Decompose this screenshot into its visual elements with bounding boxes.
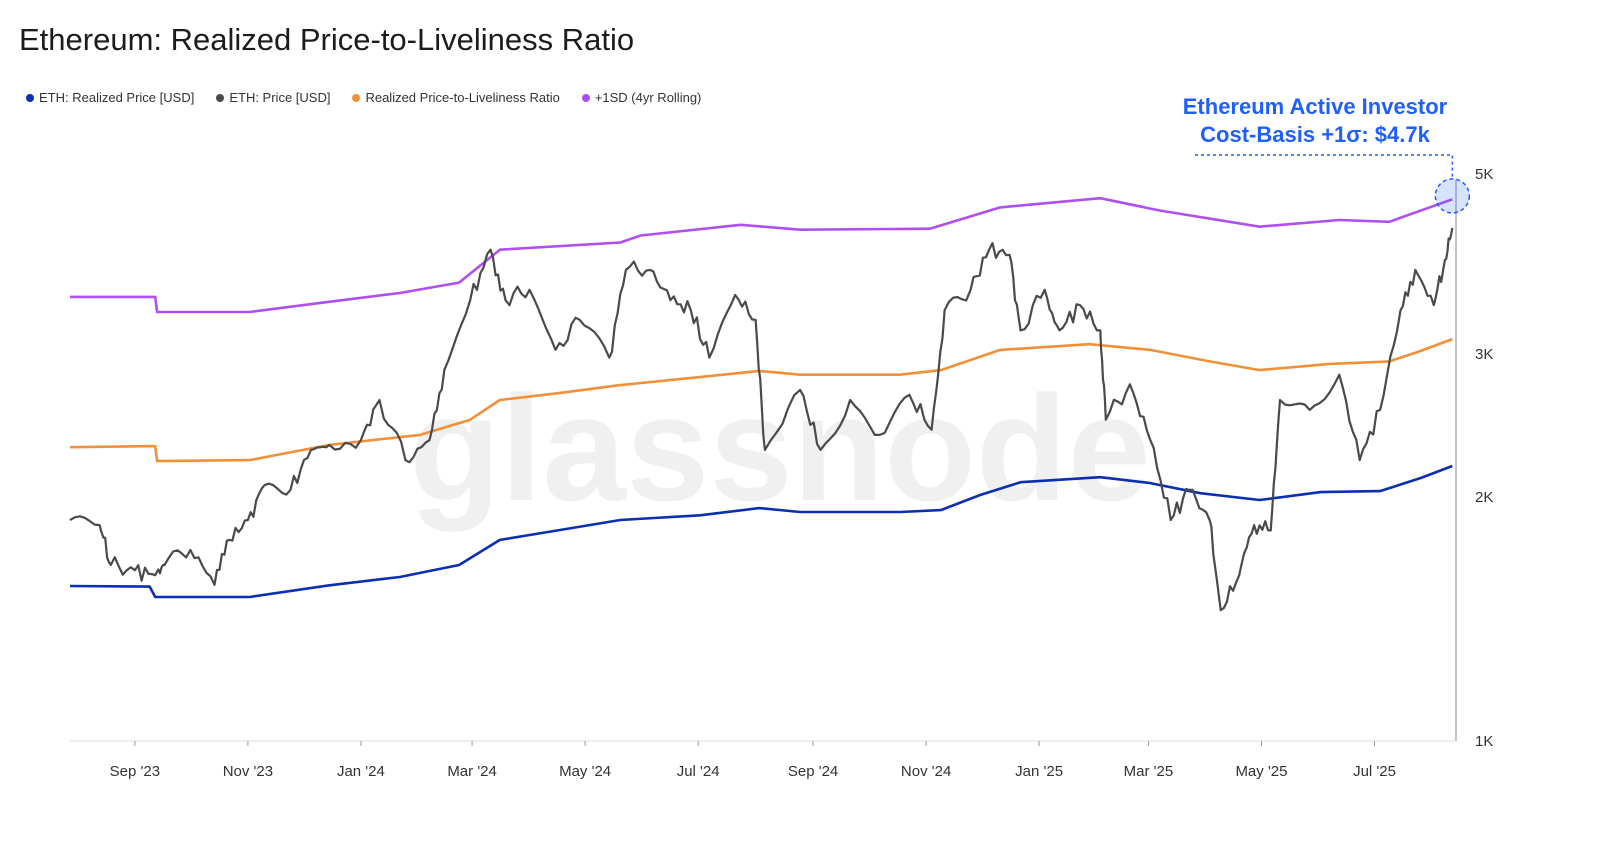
x-tick-label: Jan '25	[1015, 763, 1063, 780]
chart-title: Ethereum: Realized Price-to-Liveliness R…	[19, 22, 635, 57]
series-line-eth-realized-price-usd-	[69, 464, 1453, 599]
y-tick-label: 3K	[1475, 346, 1493, 363]
x-tick-label: Mar '25	[1124, 763, 1174, 780]
legend-dot	[26, 93, 34, 102]
y-tick-label: 1K	[1475, 733, 1493, 750]
legend-dot	[216, 93, 225, 102]
legend-label: Realized Price-to-Liveliness Ratio	[365, 90, 560, 105]
legend-label: ETH: Realized Price [USD]	[39, 90, 195, 105]
x-tick-label: Jan '24	[337, 763, 385, 780]
annotation-leader-line	[1195, 154, 1454, 179]
legend-item-1sd[interactable]: +1SD (4yr Rolling)	[581, 90, 702, 105]
x-tick-label: Jul '25	[1353, 763, 1396, 780]
x-tick-label: Sep '23	[110, 763, 160, 780]
legend-dot	[581, 93, 590, 102]
x-tick-label: Nov '23	[223, 763, 273, 780]
y-tick-label: 5K	[1475, 166, 1493, 183]
legend: ETH: Realized Price [USD] ETH: Price [US…	[26, 90, 701, 105]
x-tick-label: May '25	[1235, 763, 1287, 780]
legend-label: ETH: Price [USD]	[229, 90, 331, 105]
x-tick-label: Sep '24	[788, 763, 838, 780]
watermark: glassnode	[409, 364, 1151, 532]
legend-item-realized-price[interactable]: ETH: Realized Price [USD]	[26, 90, 194, 105]
legend-item-price[interactable]: ETH: Price [USD]	[216, 90, 330, 105]
x-tick-label: May '24	[559, 763, 611, 780]
series-line-eth-price-usd-	[69, 227, 1454, 612]
x-tick-label: Nov '24	[901, 763, 951, 780]
x-tick-label: Mar '24	[447, 763, 497, 780]
x-tick-label: Jul '24	[677, 763, 720, 780]
legend-item-liveliness-ratio[interactable]: Realized Price-to-Liveliness Ratio	[352, 90, 560, 105]
annotation-marker	[1434, 178, 1471, 214]
legend-label: +1SD (4yr Rolling)	[594, 90, 702, 105]
legend-dot	[352, 93, 361, 102]
annotation-line2: Cost-Basis +1σ: $4.7k	[1200, 122, 1430, 147]
y-tick-label: 2K	[1475, 489, 1493, 506]
annotation-line1: Ethereum Active Investor	[1182, 94, 1448, 119]
annotation-callout: Ethereum Active Investor Cost-Basis +1σ:…	[1170, 93, 1460, 149]
series-line--1sd-4yr-rolling-	[70, 196, 1453, 314]
